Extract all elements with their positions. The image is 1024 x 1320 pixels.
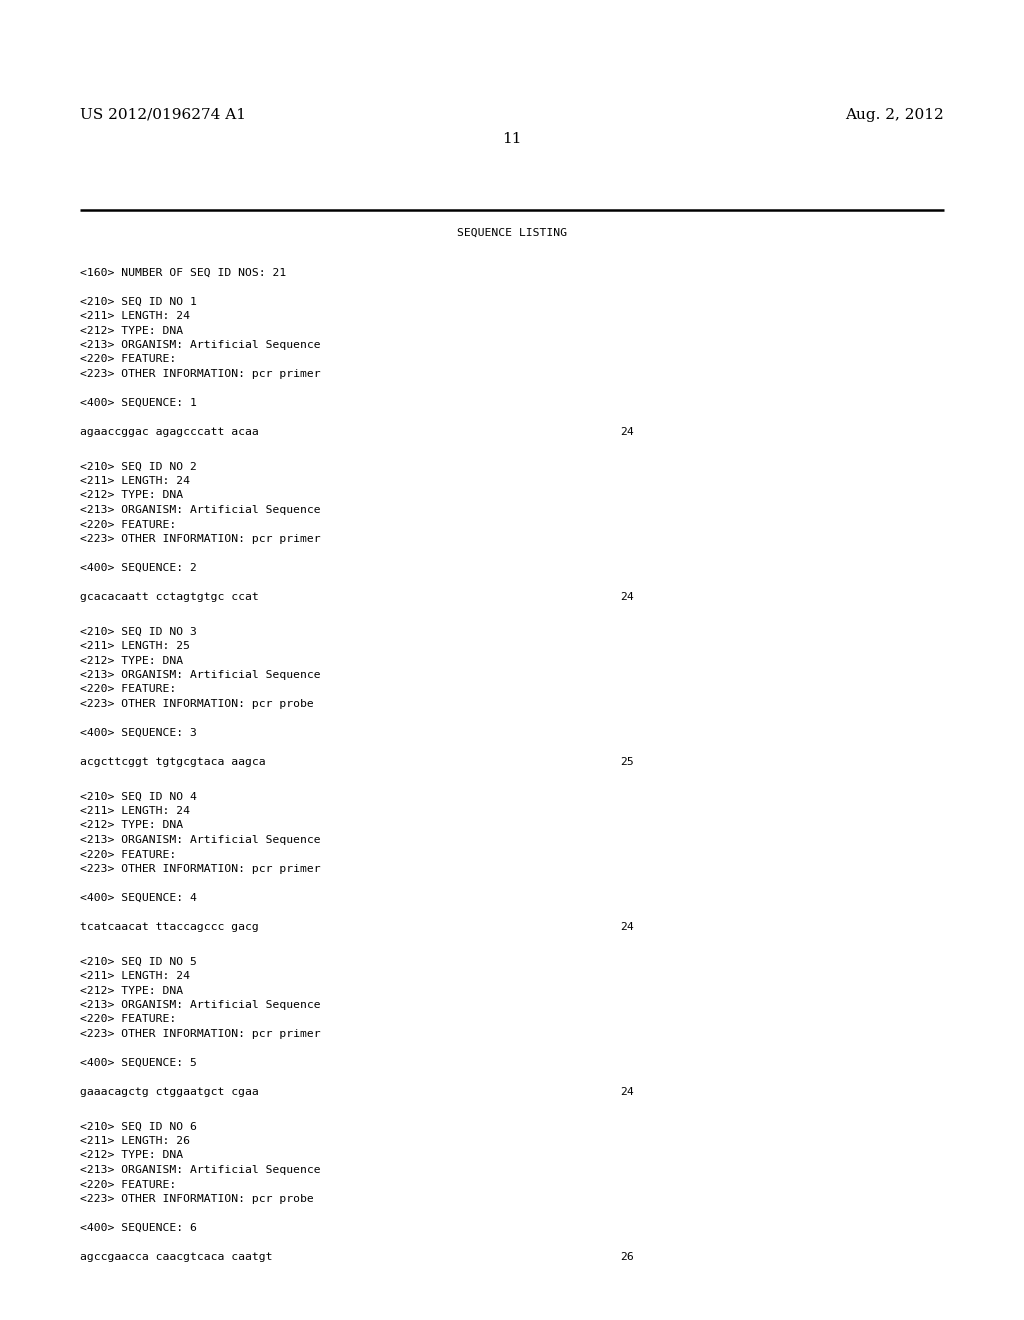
Text: 25: 25 [620, 756, 634, 767]
Text: <213> ORGANISM: Artificial Sequence: <213> ORGANISM: Artificial Sequence [80, 1166, 321, 1175]
Text: <220> FEATURE:: <220> FEATURE: [80, 355, 176, 364]
Text: gcacacaatt cctagtgtgc ccat: gcacacaatt cctagtgtgc ccat [80, 591, 259, 602]
Text: <400> SEQUENCE: 5: <400> SEQUENCE: 5 [80, 1059, 197, 1068]
Text: <400> SEQUENCE: 4: <400> SEQUENCE: 4 [80, 894, 197, 903]
Text: <223> OTHER INFORMATION: pcr probe: <223> OTHER INFORMATION: pcr probe [80, 700, 313, 709]
Text: <223> OTHER INFORMATION: pcr primer: <223> OTHER INFORMATION: pcr primer [80, 1030, 321, 1039]
Text: 24: 24 [620, 426, 634, 437]
Text: <213> ORGANISM: Artificial Sequence: <213> ORGANISM: Artificial Sequence [80, 671, 321, 680]
Text: <213> ORGANISM: Artificial Sequence: <213> ORGANISM: Artificial Sequence [80, 506, 321, 515]
Text: 24: 24 [620, 1086, 634, 1097]
Text: tcatcaacat ttaccagccc gacg: tcatcaacat ttaccagccc gacg [80, 921, 259, 932]
Text: <210> SEQ ID NO 4: <210> SEQ ID NO 4 [80, 792, 197, 801]
Text: <220> FEATURE:: <220> FEATURE: [80, 685, 176, 694]
Text: 24: 24 [620, 591, 634, 602]
Text: <212> TYPE: DNA: <212> TYPE: DNA [80, 986, 183, 995]
Text: <400> SEQUENCE: 2: <400> SEQUENCE: 2 [80, 564, 197, 573]
Text: acgcttcggt tgtgcgtaca aagca: acgcttcggt tgtgcgtaca aagca [80, 756, 265, 767]
Text: agaaccggac agagcccatt acaa: agaaccggac agagcccatt acaa [80, 426, 259, 437]
Text: Aug. 2, 2012: Aug. 2, 2012 [845, 108, 944, 121]
Text: <210> SEQ ID NO 3: <210> SEQ ID NO 3 [80, 627, 197, 636]
Text: <211> LENGTH: 24: <211> LENGTH: 24 [80, 972, 190, 981]
Text: <212> TYPE: DNA: <212> TYPE: DNA [80, 491, 183, 500]
Text: agccgaacca caacgtcaca caatgt: agccgaacca caacgtcaca caatgt [80, 1251, 272, 1262]
Text: US 2012/0196274 A1: US 2012/0196274 A1 [80, 108, 246, 121]
Text: <220> FEATURE:: <220> FEATURE: [80, 520, 176, 529]
Text: <213> ORGANISM: Artificial Sequence: <213> ORGANISM: Artificial Sequence [80, 341, 321, 350]
Text: 11: 11 [502, 132, 522, 147]
Text: SEQUENCE LISTING: SEQUENCE LISTING [457, 228, 567, 238]
Text: <210> SEQ ID NO 5: <210> SEQ ID NO 5 [80, 957, 197, 966]
Text: 24: 24 [620, 921, 634, 932]
Text: <211> LENGTH: 24: <211> LENGTH: 24 [80, 477, 190, 486]
Text: <210> SEQ ID NO 6: <210> SEQ ID NO 6 [80, 1122, 197, 1131]
Text: <212> TYPE: DNA: <212> TYPE: DNA [80, 821, 183, 830]
Text: <223> OTHER INFORMATION: pcr probe: <223> OTHER INFORMATION: pcr probe [80, 1195, 313, 1204]
Text: <223> OTHER INFORMATION: pcr primer: <223> OTHER INFORMATION: pcr primer [80, 370, 321, 379]
Text: <212> TYPE: DNA: <212> TYPE: DNA [80, 1151, 183, 1160]
Text: <220> FEATURE:: <220> FEATURE: [80, 850, 176, 859]
Text: <211> LENGTH: 24: <211> LENGTH: 24 [80, 312, 190, 321]
Text: <400> SEQUENCE: 3: <400> SEQUENCE: 3 [80, 729, 197, 738]
Text: <223> OTHER INFORMATION: pcr primer: <223> OTHER INFORMATION: pcr primer [80, 535, 321, 544]
Text: <211> LENGTH: 25: <211> LENGTH: 25 [80, 642, 190, 651]
Text: gaaacagctg ctggaatgct cgaa: gaaacagctg ctggaatgct cgaa [80, 1086, 259, 1097]
Text: <211> LENGTH: 26: <211> LENGTH: 26 [80, 1137, 190, 1146]
Text: <213> ORGANISM: Artificial Sequence: <213> ORGANISM: Artificial Sequence [80, 1001, 321, 1010]
Text: <223> OTHER INFORMATION: pcr primer: <223> OTHER INFORMATION: pcr primer [80, 865, 321, 874]
Text: <212> TYPE: DNA: <212> TYPE: DNA [80, 656, 183, 665]
Text: <160> NUMBER OF SEQ ID NOS: 21: <160> NUMBER OF SEQ ID NOS: 21 [80, 268, 287, 279]
Text: <400> SEQUENCE: 6: <400> SEQUENCE: 6 [80, 1224, 197, 1233]
Text: <220> FEATURE:: <220> FEATURE: [80, 1015, 176, 1024]
Text: <220> FEATURE:: <220> FEATURE: [80, 1180, 176, 1189]
Text: <211> LENGTH: 24: <211> LENGTH: 24 [80, 807, 190, 816]
Text: <210> SEQ ID NO 2: <210> SEQ ID NO 2 [80, 462, 197, 471]
Text: <213> ORGANISM: Artificial Sequence: <213> ORGANISM: Artificial Sequence [80, 836, 321, 845]
Text: <400> SEQUENCE: 1: <400> SEQUENCE: 1 [80, 399, 197, 408]
Text: <212> TYPE: DNA: <212> TYPE: DNA [80, 326, 183, 335]
Text: 26: 26 [620, 1251, 634, 1262]
Text: <210> SEQ ID NO 1: <210> SEQ ID NO 1 [80, 297, 197, 306]
